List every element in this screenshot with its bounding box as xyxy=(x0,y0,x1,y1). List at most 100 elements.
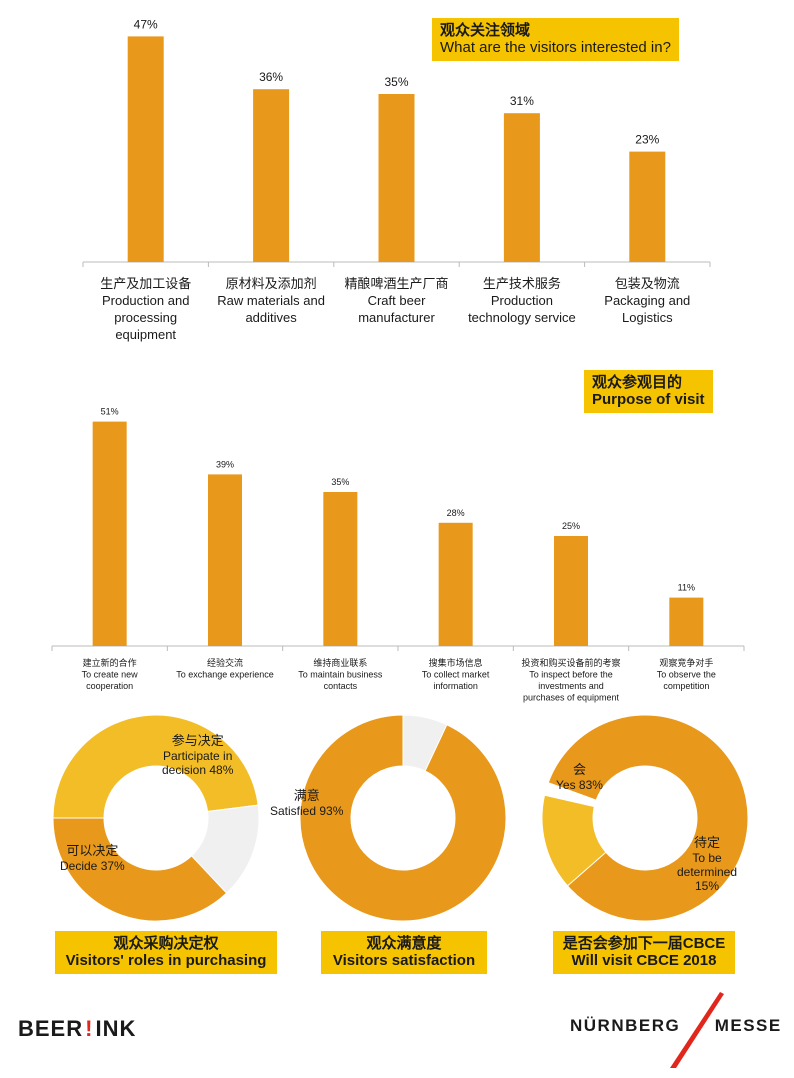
beerlink-logo: BEER ! INK xyxy=(18,1016,136,1042)
donut1-decide-en: Decide 37% xyxy=(60,858,125,873)
next-visit-title-en: Will visit CBCE 2018 xyxy=(571,952,717,970)
donut3-tbd-zh: 待定 xyxy=(693,835,720,850)
donut-slice xyxy=(299,714,507,922)
category-label-en: Packaging and xyxy=(604,293,690,308)
donut2-satisfied-en: Satisfied 93% xyxy=(270,803,344,818)
category-label-zh: 投资和购买设备前的考察 xyxy=(521,657,620,668)
bar xyxy=(378,94,415,262)
donut1-participate-en-a: Participate in xyxy=(163,748,233,763)
category-label-en: competition xyxy=(663,681,709,691)
bar xyxy=(669,597,704,646)
beerlink-logo-ink: INK xyxy=(95,1016,137,1041)
bar-value-label: 11% xyxy=(678,583,695,593)
next-visit-title: 是否会参加下一届CBCE Will visit CBCE 2018 xyxy=(553,931,735,974)
category-label-zh: 原材料及添加剂 xyxy=(226,276,317,291)
bar-value-label: 35% xyxy=(331,477,349,487)
donut3-tbd-en-c: 15% xyxy=(694,879,720,894)
category-label-zh: 建立新的合作 xyxy=(83,657,137,668)
bar xyxy=(253,89,290,262)
donut3-yes-label: 会 Yes 83% xyxy=(556,762,603,792)
bar xyxy=(323,492,358,646)
category-label-en: information xyxy=(433,681,478,691)
category-label-en: investments and xyxy=(538,681,604,691)
nm-logo-b: MESSE xyxy=(714,1016,782,1035)
category-label-zh: 生产及加工设备 xyxy=(100,276,191,291)
donut-slice xyxy=(52,714,259,819)
nm-slash-shape xyxy=(670,992,724,1068)
interests-title-en: What are the visitors interested in? xyxy=(440,39,671,57)
interests-title-zh: 观众关注领域 xyxy=(440,22,531,39)
category-label-zh: 包装及物流 xyxy=(615,276,680,291)
category-label-en: technology service xyxy=(468,310,576,325)
bar xyxy=(438,522,473,646)
satisfaction-title: 观众满意度 Visitors satisfaction xyxy=(321,931,487,974)
category-label-en: purchases of equipment xyxy=(523,693,620,703)
beerlink-logo-bang: ! xyxy=(85,1016,94,1041)
category-label-zh: 精酿啤酒生产厂商 xyxy=(344,276,448,291)
donut2-satisfied-zh: 满意 xyxy=(293,788,320,803)
bar xyxy=(554,536,588,646)
category-label-en: Production xyxy=(491,293,553,308)
donut-charts xyxy=(52,714,749,922)
category-label-en: To inspect before the xyxy=(529,670,613,680)
category-label-en: equipment xyxy=(115,327,176,342)
bar-value-label: 51% xyxy=(101,407,119,417)
purchasing-roles-donut-group xyxy=(52,714,260,922)
donut-slice xyxy=(543,782,597,808)
donut3-tbd-label: 待定 To be determined 15% xyxy=(674,835,740,894)
category-label-en: To collect market xyxy=(422,670,490,680)
donut3-tbd-en-b: determined xyxy=(676,864,738,879)
category-label-en: To create new xyxy=(82,670,139,680)
nuernbergmesse-logo: NÜRNBERG MESSE xyxy=(570,1016,782,1036)
category-label-zh: 维持商业联系 xyxy=(313,657,367,668)
bar xyxy=(127,36,164,263)
category-label-en: Production and xyxy=(102,293,189,308)
beerlink-logo-beer: BEER xyxy=(18,1016,84,1041)
donut3-tbd-en-a: To be xyxy=(692,850,722,865)
category-label-en: Craft beer xyxy=(368,293,426,308)
category-label-zh: 经验交流 xyxy=(207,657,243,668)
purpose-title-en: Purpose of visit xyxy=(592,391,705,409)
donut3-yes-zh: 会 xyxy=(572,762,586,777)
bar-value-label: 31% xyxy=(510,94,534,108)
nm-logo-a: NÜRNBERG xyxy=(570,1016,681,1035)
purpose-title-zh: 观众参观目的 xyxy=(592,374,683,391)
donut1-participate-zh: 参与决定 xyxy=(171,733,224,748)
bar-value-label: 28% xyxy=(447,508,465,518)
bar xyxy=(92,421,127,646)
category-label-en: cooperation xyxy=(86,681,133,691)
satisfaction-donut xyxy=(299,714,507,922)
donut1-decide-label: 可以决定 Decide 37% xyxy=(60,843,125,873)
purchasing-roles-title-en: Visitors' roles in purchasing xyxy=(65,952,267,970)
bar-value-label: 25% xyxy=(562,521,580,531)
category-label-en: To observe the xyxy=(657,670,716,680)
category-label-zh: 观察竞争对手 xyxy=(659,657,713,668)
next-visit-donut-group xyxy=(541,714,749,922)
satisfaction-title-en: Visitors satisfaction xyxy=(332,952,476,970)
satisfaction-title-zh: 观众满意度 xyxy=(366,935,442,952)
bar xyxy=(208,474,242,646)
purchasing-roles-donut xyxy=(52,714,260,922)
next-visit-title-zh: 是否会参加下一届CBCE xyxy=(562,935,726,952)
donut1-participate-en-b: decision 48% xyxy=(162,762,234,777)
donut2-satisfied-label: 满意 Satisfied 93% xyxy=(270,788,343,818)
donut-slice xyxy=(52,817,228,922)
next-visit-donut xyxy=(541,714,749,922)
bar-value-label: 35% xyxy=(384,75,408,89)
donut3-yes-en: Yes 83% xyxy=(556,777,603,792)
category-label-zh: 搜集市场信息 xyxy=(429,657,483,668)
interests-title: 观众关注领域 What are the visitors interested … xyxy=(432,18,679,61)
bar xyxy=(503,113,540,262)
category-label-en: contacts xyxy=(324,681,358,691)
bar-value-label: 39% xyxy=(216,459,234,469)
category-label-en: additives xyxy=(245,310,297,325)
category-label-en: Raw materials and xyxy=(217,293,325,308)
category-label-en: To exchange experience xyxy=(176,670,274,680)
donut1-decide-zh: 可以决定 xyxy=(66,843,119,858)
purpose-title: 观众参观目的 Purpose of visit xyxy=(584,370,713,413)
interests-bar-chart: 47% 生产及加工设备 Production and processing equipm… xyxy=(82,17,711,342)
category-label-en: manufacturer xyxy=(358,310,435,325)
category-label-en: To maintain business xyxy=(298,670,383,680)
category-label-zh: 生产技术服务 xyxy=(483,276,561,291)
